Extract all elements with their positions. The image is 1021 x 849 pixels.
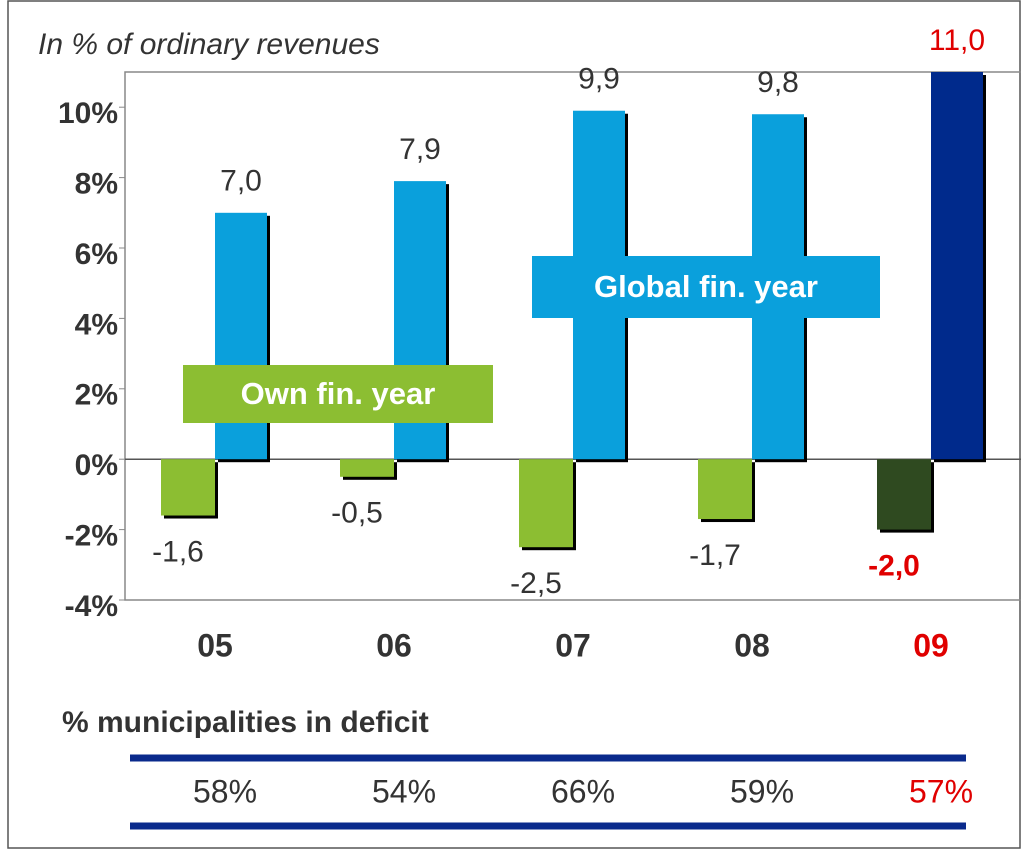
- x-tick-label: 08: [734, 627, 770, 663]
- y-tick-label: -2%: [65, 520, 118, 553]
- legend-box: [532, 256, 880, 318]
- y-tick-label: 8%: [75, 168, 118, 201]
- bar: [877, 459, 931, 530]
- x-tick-label: 05: [197, 627, 233, 663]
- frame: [7, 0, 1021, 849]
- value-label: -0,5: [331, 497, 383, 530]
- y-tick-label: -4%: [65, 590, 118, 623]
- deficit-title: % municipalities in deficit: [62, 706, 429, 739]
- value-label: -2,0: [868, 550, 920, 583]
- deficit-value: 58%: [193, 773, 257, 809]
- x-tick-label: 09: [913, 627, 949, 663]
- y-tick-label: 2%: [75, 379, 118, 412]
- y-tick-label: 0%: [75, 449, 118, 482]
- deficit-value: 66%: [551, 773, 615, 809]
- value-label: 11,0: [929, 24, 985, 57]
- value-label: -1,7: [689, 539, 741, 572]
- subtitle: In % of ordinary revenues: [38, 28, 380, 61]
- legend-box: [183, 365, 493, 423]
- x-tick-label: 07: [555, 627, 591, 663]
- bar: [698, 459, 752, 520]
- legend-label: Own fin. year: [241, 376, 436, 411]
- deficit-value: 59%: [730, 773, 794, 809]
- bar: [161, 459, 215, 516]
- plot-frame: [124, 71, 1021, 601]
- value-label: 7,9: [399, 133, 441, 166]
- y-tick-label: 4%: [75, 308, 118, 341]
- value-label: 7,0: [220, 165, 262, 198]
- bar: [931, 72, 983, 460]
- deficit-value: 54%: [372, 773, 436, 809]
- value-label: 9,8: [757, 66, 799, 99]
- deficit-value: 57%: [909, 773, 973, 809]
- legend-label: Global fin. year: [594, 269, 818, 304]
- value-label: -2,5: [510, 567, 562, 600]
- y-tick-label: 10%: [58, 97, 118, 130]
- bar: [340, 459, 394, 477]
- bar: [519, 459, 573, 548]
- y-tick-label: 6%: [75, 238, 118, 271]
- x-tick-label: 06: [376, 627, 412, 663]
- value-label: 9,9: [578, 63, 620, 96]
- value-label: -1,6: [152, 535, 204, 568]
